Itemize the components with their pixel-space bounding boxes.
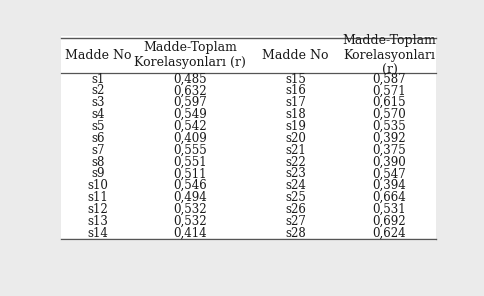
Text: s8: s8 bbox=[91, 155, 105, 168]
Text: s26: s26 bbox=[285, 203, 305, 216]
Text: 0,597: 0,597 bbox=[173, 96, 207, 109]
Text: 0,485: 0,485 bbox=[173, 73, 207, 86]
Text: 0,414: 0,414 bbox=[173, 227, 207, 240]
Text: s27: s27 bbox=[285, 215, 305, 228]
Text: 0,547: 0,547 bbox=[372, 167, 406, 180]
Text: s22: s22 bbox=[285, 155, 305, 168]
Text: s12: s12 bbox=[88, 203, 108, 216]
Text: s7: s7 bbox=[91, 144, 105, 157]
Text: s4: s4 bbox=[91, 108, 105, 121]
Text: 0,615: 0,615 bbox=[372, 96, 406, 109]
Text: s10: s10 bbox=[88, 179, 108, 192]
Text: 0,532: 0,532 bbox=[173, 203, 207, 216]
Text: 0,692: 0,692 bbox=[372, 215, 406, 228]
Text: 0,511: 0,511 bbox=[173, 167, 207, 180]
Text: 0,409: 0,409 bbox=[173, 132, 207, 145]
Text: 0,664: 0,664 bbox=[372, 191, 406, 204]
Text: 0,392: 0,392 bbox=[372, 132, 406, 145]
Text: s14: s14 bbox=[88, 227, 108, 240]
Text: s1: s1 bbox=[91, 73, 105, 86]
Text: s17: s17 bbox=[285, 96, 305, 109]
Text: s24: s24 bbox=[285, 179, 305, 192]
Text: 0,570: 0,570 bbox=[372, 108, 406, 121]
Text: 0,531: 0,531 bbox=[372, 203, 406, 216]
Text: s3: s3 bbox=[91, 96, 105, 109]
Text: Madde-Toplam
Korelasyonları
(r): Madde-Toplam Korelasyonları (r) bbox=[342, 34, 436, 77]
Text: 0,542: 0,542 bbox=[173, 120, 207, 133]
Text: 0,632: 0,632 bbox=[173, 84, 207, 97]
Text: s2: s2 bbox=[91, 84, 105, 97]
Text: s6: s6 bbox=[91, 132, 105, 145]
Text: s5: s5 bbox=[91, 120, 105, 133]
Text: 0,571: 0,571 bbox=[372, 84, 406, 97]
Text: 0,375: 0,375 bbox=[372, 144, 406, 157]
Text: s20: s20 bbox=[285, 132, 305, 145]
Text: 0,494: 0,494 bbox=[173, 191, 207, 204]
Text: 0,546: 0,546 bbox=[173, 179, 207, 192]
Text: Madde-Toplam
Korelasyonları (r): Madde-Toplam Korelasyonları (r) bbox=[134, 41, 246, 70]
Text: s11: s11 bbox=[88, 191, 108, 204]
Text: 0,549: 0,549 bbox=[173, 108, 207, 121]
Text: s18: s18 bbox=[285, 108, 305, 121]
FancyBboxPatch shape bbox=[60, 36, 436, 241]
Text: 0,532: 0,532 bbox=[173, 215, 207, 228]
Text: s23: s23 bbox=[285, 167, 305, 180]
Text: 0,551: 0,551 bbox=[173, 155, 207, 168]
Text: 0,394: 0,394 bbox=[372, 179, 406, 192]
Text: Madde No: Madde No bbox=[65, 49, 131, 62]
Text: s15: s15 bbox=[285, 73, 305, 86]
Text: 0,390: 0,390 bbox=[372, 155, 406, 168]
Text: 0,587: 0,587 bbox=[372, 73, 406, 86]
Text: 0,624: 0,624 bbox=[372, 227, 406, 240]
Text: s28: s28 bbox=[285, 227, 305, 240]
Text: s21: s21 bbox=[285, 144, 305, 157]
Text: s19: s19 bbox=[285, 120, 305, 133]
Text: s9: s9 bbox=[91, 167, 105, 180]
Text: 0,535: 0,535 bbox=[372, 120, 406, 133]
Text: s25: s25 bbox=[285, 191, 305, 204]
Text: s13: s13 bbox=[88, 215, 108, 228]
Text: 0,555: 0,555 bbox=[173, 144, 207, 157]
Text: Madde No: Madde No bbox=[262, 49, 328, 62]
Text: s16: s16 bbox=[285, 84, 305, 97]
